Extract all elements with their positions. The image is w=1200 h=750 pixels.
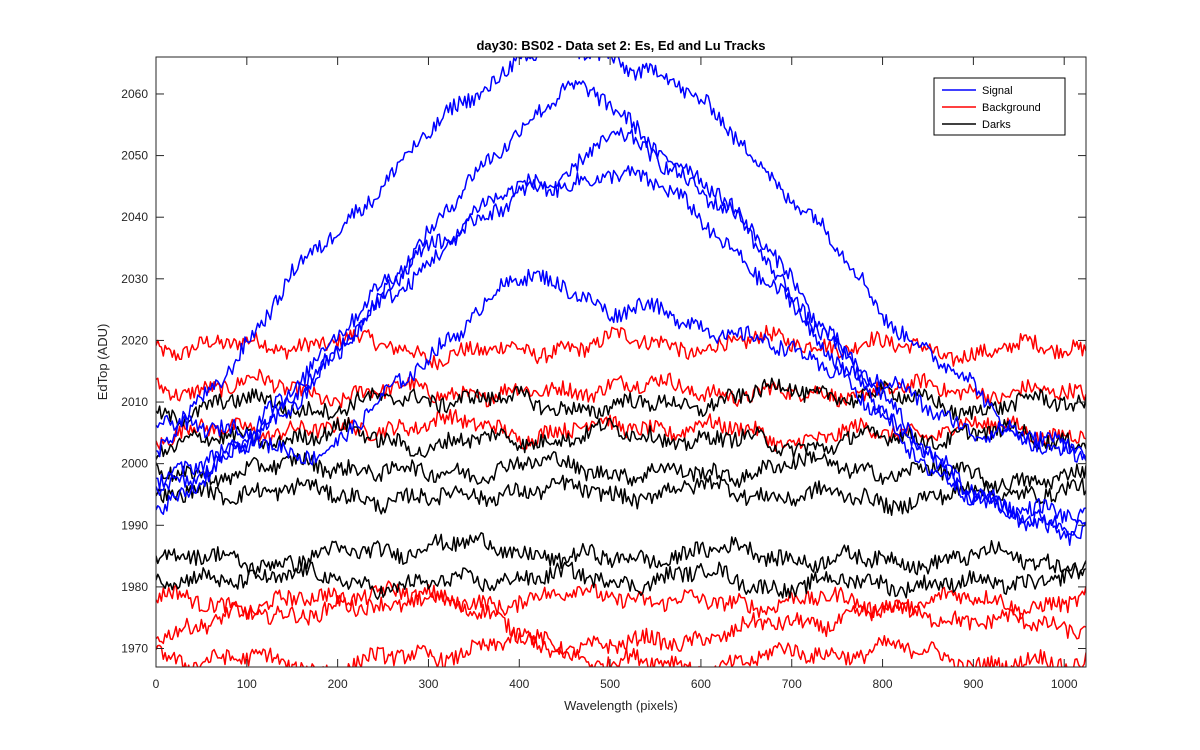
chart-title: day30: BS02 - Data set 2: Es, Ed and Lu …	[476, 38, 765, 53]
x-axis-title: Wavelength (pixels)	[564, 698, 678, 713]
x-tick-label: 0	[153, 677, 160, 691]
series-line-darks-16	[156, 561, 1086, 600]
series-line-darks-15	[156, 532, 1086, 578]
legend-darks-label: Darks	[982, 119, 1011, 131]
x-tick-label: 200	[328, 677, 348, 691]
y-axis: 1970 1980 1990 2000 2010 2020 2030 2040 2050 2060	[121, 87, 1086, 656]
y-tick-label: 2040	[121, 210, 148, 224]
x-tick-label: 100	[237, 677, 257, 691]
legend-background-label: Background	[982, 102, 1041, 114]
y-tick-label: 2030	[121, 272, 148, 286]
series-line-background-8	[156, 583, 1086, 620]
x-tick-label: 700	[782, 677, 802, 691]
y-tick-label: 2010	[121, 395, 148, 409]
x-axis: 0 100 200 300 400 500 600 700 800 900 1000	[153, 57, 1078, 691]
x-tick-label: 900	[963, 677, 983, 691]
series-line-background-9	[156, 580, 1086, 659]
x-tick-label: 600	[691, 677, 711, 691]
plot-area	[156, 57, 1086, 667]
series-line-darks-14	[156, 474, 1086, 517]
series-line-signal-0	[156, 57, 1086, 461]
y-tick-label: 2050	[121, 149, 148, 163]
series-line-background-5	[156, 324, 1086, 371]
x-tick-label: 800	[873, 677, 893, 691]
y-axis-title: EdTop (ADU)	[95, 324, 110, 401]
series-line-background-7	[156, 408, 1086, 452]
series-line-signal-4	[156, 268, 1086, 466]
legend-signal-label: Signal	[982, 85, 1013, 97]
legend: Signal Background Darks	[933, 77, 1066, 136]
series-line-signal-1	[156, 80, 1086, 536]
y-tick-label: 2000	[121, 457, 148, 471]
x-tick-label: 1000	[1051, 677, 1078, 691]
series-line-background-6	[156, 368, 1086, 409]
series-line-darks-12	[156, 417, 1086, 460]
series-line-darks-13	[156, 451, 1086, 494]
y-tick-label: 2060	[121, 87, 148, 101]
plot-frame	[155, 56, 1087, 668]
y-tick-label: 2020	[121, 333, 148, 347]
series-layer	[156, 57, 1086, 667]
x-tick-label: 500	[600, 677, 620, 691]
series-line-signal-3	[156, 165, 1086, 524]
y-tick-label: 1980	[121, 580, 148, 594]
y-tick-label: 1970	[121, 642, 148, 656]
series-line-darks-11	[156, 377, 1086, 427]
y-tick-label: 1990	[121, 518, 148, 532]
x-tick-label: 400	[509, 677, 529, 691]
x-tick-label: 300	[418, 677, 438, 691]
series-line-background-10	[156, 627, 1086, 667]
